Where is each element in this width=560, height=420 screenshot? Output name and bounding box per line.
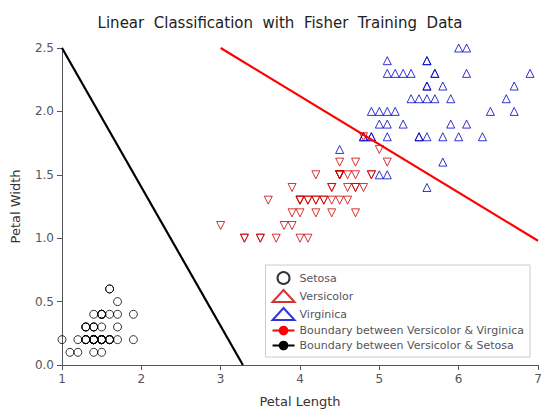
svg-text:Setosa: Setosa <box>300 272 337 285</box>
svg-text:Linear Classification with: Linear Classification with Fisher Traini… <box>98 14 463 32</box>
svg-text:Boundary between Versicolor &: Boundary between Versicolor & Setosa <box>300 339 514 352</box>
svg-text:Petal Width: Petal Width <box>8 170 23 244</box>
svg-text:2.0: 2.0 <box>35 104 54 118</box>
svg-text:0.0: 0.0 <box>35 358 54 372</box>
svg-text:Versicolor: Versicolor <box>300 290 354 303</box>
svg-text:1: 1 <box>58 372 66 386</box>
svg-text:1.5: 1.5 <box>35 168 54 182</box>
svg-text:Boundary between Versicolor &: Boundary between Versicolor & Virginica <box>300 324 524 337</box>
svg-text:Petal Length: Petal Length <box>259 394 340 409</box>
svg-text:0.5: 0.5 <box>35 295 54 309</box>
svg-text:2: 2 <box>138 372 146 386</box>
svg-text:2.5: 2.5 <box>35 41 54 55</box>
svg-text:4: 4 <box>296 372 304 386</box>
svg-text:7: 7 <box>534 372 542 386</box>
svg-text:Virginica: Virginica <box>300 308 348 321</box>
svg-text:1.0: 1.0 <box>35 231 54 245</box>
svg-text:3: 3 <box>217 372 225 386</box>
svg-text:5: 5 <box>376 372 384 386</box>
svg-text:6: 6 <box>455 372 463 386</box>
